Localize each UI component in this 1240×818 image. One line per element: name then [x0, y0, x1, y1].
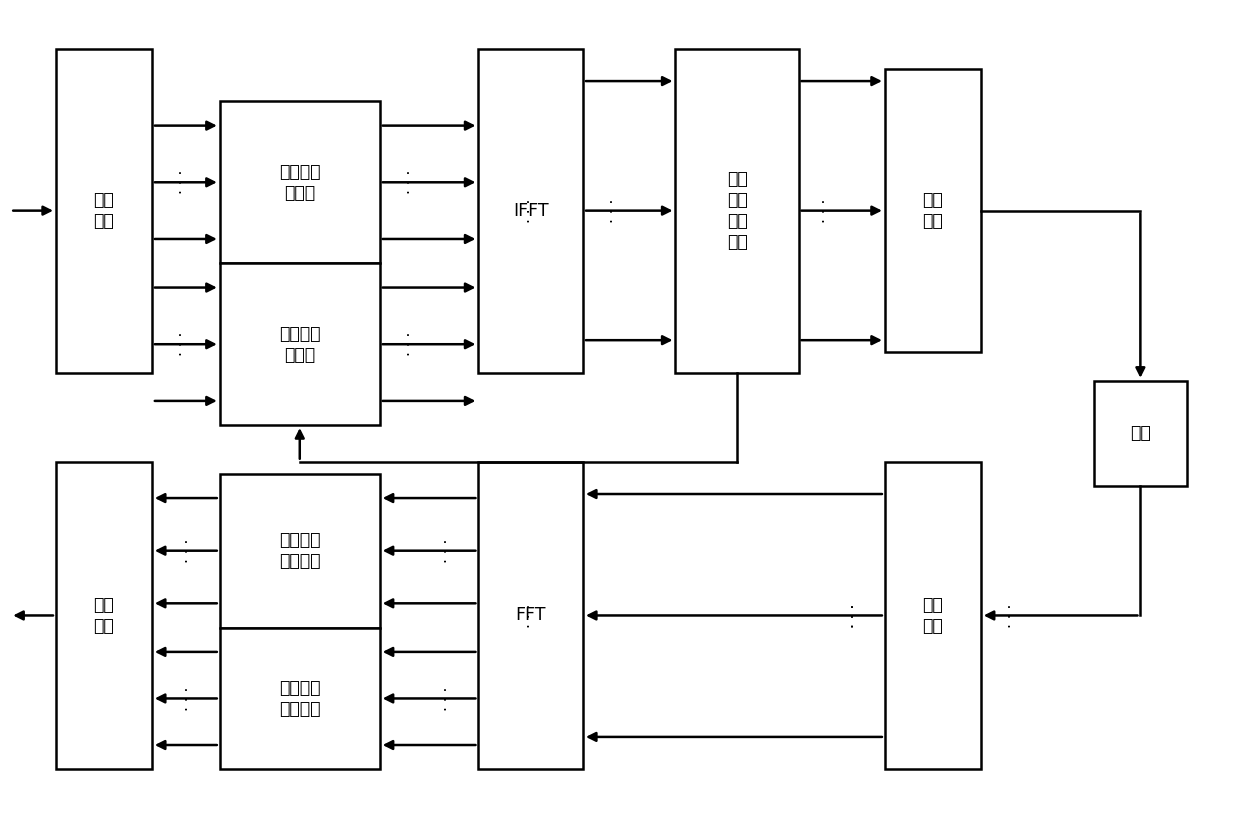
Text: 峰均
功率
比比
较器: 峰均 功率 比比 较器: [727, 170, 748, 251]
Text: · · ·: · · ·: [440, 538, 455, 563]
Bar: [56, 49, 153, 372]
Text: 并串
转换: 并串 转换: [923, 191, 944, 230]
Text: 二维信号
解映射器: 二维信号 解映射器: [279, 532, 320, 570]
Bar: [885, 461, 981, 769]
Text: 四维信号
解映射器: 四维信号 解映射器: [279, 679, 320, 718]
Text: · · ·: · · ·: [440, 686, 455, 711]
Text: 四维信号
映射器: 四维信号 映射器: [279, 325, 320, 364]
Text: IFFT: IFFT: [513, 201, 548, 219]
Text: · · ·: · · ·: [403, 170, 418, 195]
Text: · · ·: · · ·: [175, 332, 190, 357]
Bar: [219, 263, 379, 425]
Text: · · ·: · · ·: [181, 538, 196, 563]
Text: · · ·: · · ·: [181, 686, 196, 711]
Bar: [885, 69, 981, 353]
Text: · · ·: · · ·: [175, 170, 190, 195]
Text: FFT: FFT: [516, 606, 546, 624]
Text: 并串
转换: 并串 转换: [93, 596, 114, 635]
Text: 串并
转换: 串并 转换: [923, 596, 944, 635]
Text: · · ·: · · ·: [523, 199, 538, 222]
Text: · · ·: · · ·: [523, 604, 538, 627]
Text: · · ·: · · ·: [403, 332, 418, 357]
Bar: [1094, 380, 1187, 486]
Text: 串并
转换: 串并 转换: [93, 191, 114, 230]
Text: 二维信号
映射器: 二维信号 映射器: [279, 163, 320, 202]
Bar: [479, 461, 583, 769]
Text: 信道: 信道: [1130, 425, 1151, 443]
Bar: [219, 627, 379, 769]
Text: · · ·: · · ·: [847, 604, 862, 627]
Bar: [676, 49, 799, 372]
Text: · · ·: · · ·: [847, 604, 862, 627]
Text: · · ·: · · ·: [1004, 604, 1019, 627]
Bar: [479, 49, 583, 372]
Bar: [219, 101, 379, 263]
Bar: [219, 474, 379, 627]
Text: · · ·: · · ·: [606, 199, 621, 222]
Bar: [56, 461, 153, 769]
Text: · · ·: · · ·: [818, 199, 833, 222]
